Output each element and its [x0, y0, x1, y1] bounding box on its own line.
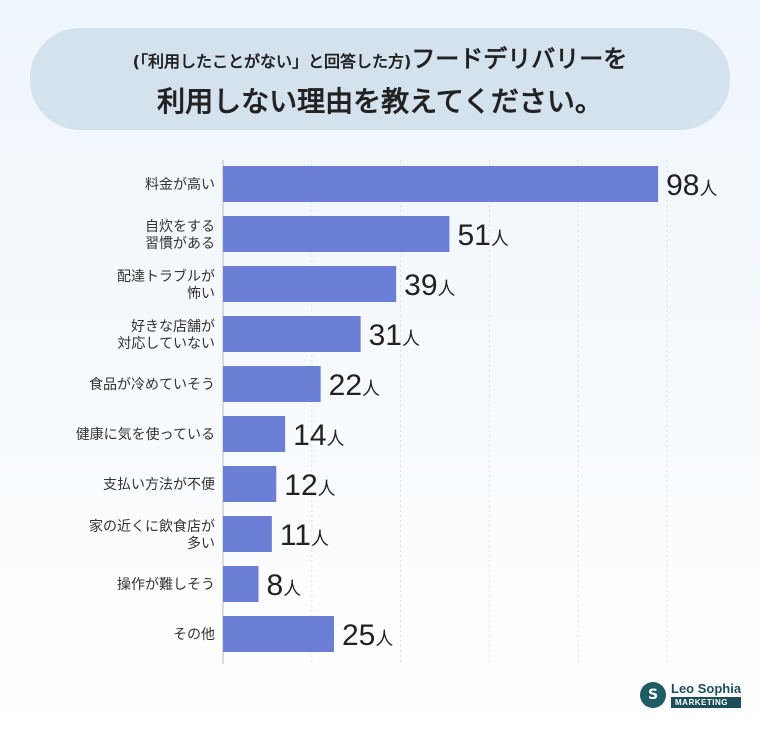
category-label: 多い [187, 535, 215, 552]
category-label: 健康に気を使っている [76, 426, 215, 443]
data-label: 22人 [329, 369, 380, 402]
data-label: 8人 [267, 569, 302, 602]
data-label: 12人 [284, 469, 335, 502]
bar [223, 216, 450, 252]
bar [223, 266, 397, 302]
data-label: 39人 [404, 269, 455, 302]
category-label: その他 [173, 627, 215, 643]
category-label: 配達トラブルが [117, 268, 215, 285]
bar [223, 316, 361, 352]
category-label: 家の近くに飲食店が [89, 518, 215, 535]
category-label: 食品が冷めていそう [89, 376, 215, 393]
bar [223, 466, 277, 502]
brand-subtitle: MARKETING [671, 697, 742, 708]
bar [223, 516, 272, 552]
data-label: 98人 [666, 169, 717, 202]
data-label: 11人 [280, 519, 329, 552]
bar [223, 166, 659, 202]
chart-title-prefix: (「利用したことがない」と回答した方) [132, 51, 412, 71]
chart-title-main: フードデリバリーを [411, 44, 628, 73]
category-label: 料金が高い [145, 176, 215, 193]
data-label: 25人 [342, 619, 393, 652]
bar [223, 616, 334, 652]
bar [223, 566, 259, 602]
data-label: 14人 [293, 419, 344, 452]
category-label: 操作が難しそう [117, 577, 215, 593]
chart-title-line1: (「利用したことがない」と回答した方)フードデリバリーを [133, 39, 628, 74]
brand-name: Leo Sophia [671, 681, 742, 696]
category-label: 怖い [187, 285, 215, 302]
bar [223, 416, 286, 452]
brand-logo-icon: S [640, 682, 666, 708]
category-label: 習慣がある [145, 235, 215, 252]
category-label: 好きな店舗が [131, 319, 215, 335]
category-label: 対応していない [117, 336, 215, 352]
chart-title-line2: 利用しない理由を教えてください。 [157, 84, 603, 118]
chart-title-box: (「利用したことがない」と回答した方)フードデリバリーを 利用しない理由を教えて… [30, 28, 730, 130]
category-label: 支払い方法が不便 [103, 477, 215, 493]
data-label: 31人 [369, 319, 420, 352]
brand-logo: S Leo Sophia MARKETING [640, 681, 742, 708]
category-label: 自炊をする [145, 219, 215, 235]
bar [223, 366, 321, 402]
data-label: 51人 [457, 219, 508, 252]
